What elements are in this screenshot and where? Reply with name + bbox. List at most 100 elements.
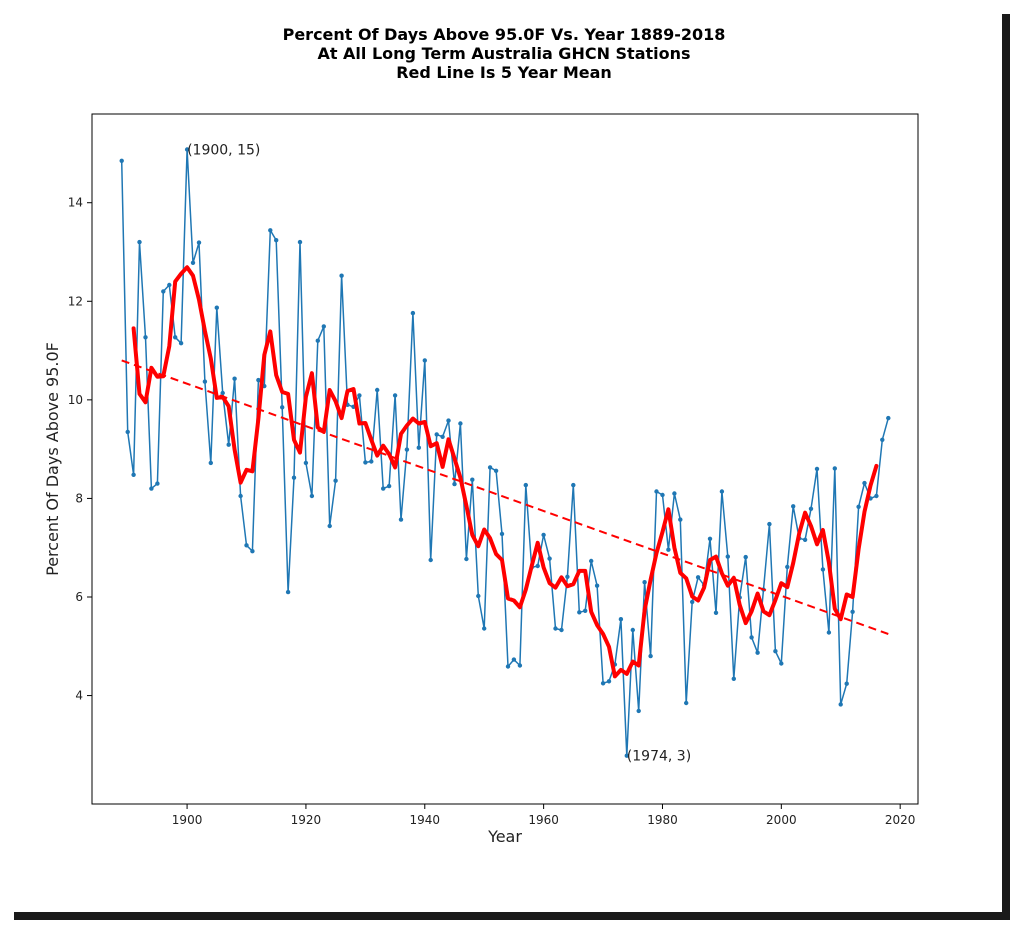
data-point (428, 557, 433, 563)
data-point (410, 310, 416, 316)
data-point (553, 626, 558, 631)
data-point (577, 610, 582, 615)
data-point (672, 491, 677, 496)
x-tick-label: 2020 (885, 813, 916, 827)
data-point (565, 574, 570, 579)
data-point (398, 517, 404, 522)
data-point (422, 358, 427, 363)
data-point (369, 459, 374, 464)
data-point (594, 583, 600, 588)
x-tick-label: 2000 (766, 813, 797, 827)
data-point (125, 429, 130, 435)
data-point (256, 377, 261, 383)
title-line-3: Red Line Is 5 Year Mean (396, 63, 612, 82)
data-point (309, 493, 315, 499)
data-point (826, 630, 832, 635)
trend-line (121, 359, 889, 635)
data-point (244, 543, 249, 548)
data-point (695, 575, 701, 580)
data-point (749, 635, 754, 640)
data-point (487, 465, 493, 470)
annotation-label: (1974, 3) (627, 749, 691, 765)
title-line-1: Percent Of Days Above 95.0F Vs. Year 188… (283, 25, 726, 44)
series-layer (119, 147, 891, 758)
y-tick-label: 4 (75, 689, 83, 703)
data-point (725, 554, 730, 559)
data-point (684, 700, 689, 706)
data-point (636, 708, 641, 714)
data-point (630, 627, 635, 633)
data-point (184, 147, 190, 152)
x-axis-ticks: 1900 1920 1940 1960 1980 2000 2020 (172, 804, 916, 827)
data-point (214, 305, 219, 310)
data-point (190, 260, 196, 265)
data-point (143, 335, 148, 340)
data-point (381, 486, 386, 491)
five-year-mean-line (131, 265, 879, 679)
data-point (238, 493, 243, 499)
data-point (202, 379, 208, 384)
data-point (719, 489, 725, 494)
data-point (499, 531, 505, 537)
data-point (476, 593, 481, 599)
data-point (583, 608, 588, 613)
data-point (196, 240, 202, 245)
data-point (339, 273, 344, 278)
data-point (773, 649, 778, 654)
y-tick-label: 8 (75, 491, 83, 505)
data-point (624, 753, 629, 758)
data-point (404, 447, 410, 452)
data-point (541, 532, 546, 538)
data-point (654, 489, 659, 494)
data-point (660, 492, 665, 498)
data-point (280, 405, 285, 410)
data-point (880, 437, 885, 442)
data-point (779, 661, 784, 666)
data-point (856, 504, 861, 509)
data-point (850, 609, 855, 614)
data-point (315, 338, 320, 343)
data-point (820, 567, 826, 572)
data-point (606, 679, 612, 684)
chart: Percent Of Days Above 95.0F Vs. Year 188… (43, 25, 919, 846)
data-point (131, 472, 136, 477)
data-point (600, 681, 606, 686)
y-tick-label: 6 (75, 590, 83, 604)
data-point (838, 702, 843, 707)
data-point (862, 480, 867, 486)
data-point (713, 610, 719, 615)
data-point (802, 537, 808, 542)
data-point (303, 460, 309, 466)
data-point (220, 390, 225, 396)
data-point (173, 335, 178, 340)
data-point (167, 282, 172, 288)
annotation-label: (1900, 15) (187, 143, 260, 159)
data-point (149, 486, 154, 491)
data-point (755, 650, 760, 655)
data-point (666, 547, 671, 552)
data-point (274, 238, 279, 243)
y-tick-label: 14 (68, 196, 83, 210)
data-point (874, 493, 879, 499)
data-point (808, 506, 814, 511)
y-axis-ticks: 4 6 8 10 12 14 (68, 196, 92, 703)
data-point (493, 468, 499, 473)
data-point (327, 523, 332, 529)
data-point (589, 558, 594, 564)
data-point (642, 580, 647, 585)
data-point (505, 664, 511, 669)
x-tick-label: 1980 (647, 813, 678, 827)
data-point (357, 393, 362, 398)
data-point (571, 482, 576, 488)
data-point (375, 387, 380, 393)
data-point (321, 324, 326, 329)
yearly-values-line (120, 148, 890, 757)
data-point (392, 393, 398, 398)
x-tick-label: 1940 (410, 813, 441, 827)
data-point (452, 481, 457, 487)
data-point (523, 482, 528, 488)
x-tick-label: 1900 (172, 813, 203, 827)
title-line-2: At All Long Term Australia GHCN Stations (317, 44, 690, 63)
y-tick-label: 10 (68, 393, 83, 407)
data-point (297, 239, 303, 245)
